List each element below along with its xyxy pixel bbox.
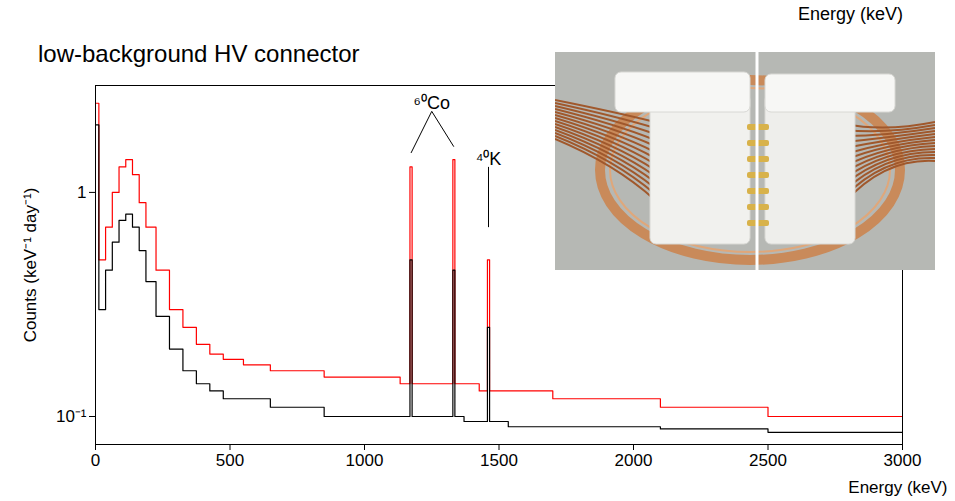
html-text:Energy (keV): Energy (keV) [798,4,903,24]
svg-text:3000: 3000 [884,451,922,470]
svg-text:10⁻¹: 10⁻¹ [56,407,87,426]
svg-text:⁴⁰K: ⁴⁰K [476,149,502,169]
svg-text:2000: 2000 [615,451,653,470]
svg-text:0: 0 [91,451,100,470]
svg-text:500: 500 [216,451,244,470]
svg-text:2500: 2500 [749,451,787,470]
svg-text:Energy (keV): Energy (keV) [848,478,947,497]
svg-text:1500: 1500 [480,451,518,470]
svg-text:1000: 1000 [346,451,384,470]
html-text:low-background HV connector: low-background HV connector [38,40,360,67]
svg-text:1: 1 [77,183,86,202]
svg-text:⁶⁰Co: ⁶⁰Co [414,93,450,113]
svg-text:Counts (keV⁻¹ day⁻¹): Counts (keV⁻¹ day⁻¹) [21,188,40,343]
